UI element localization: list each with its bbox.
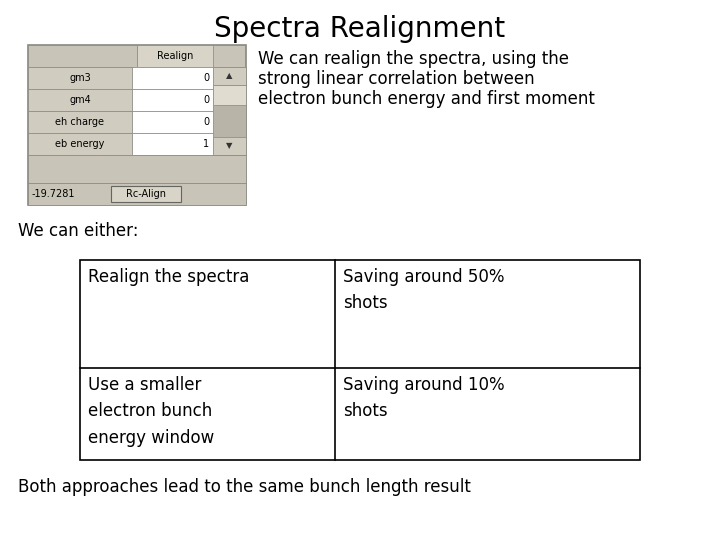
Text: gm3: gm3 — [69, 73, 91, 83]
FancyBboxPatch shape — [132, 133, 213, 155]
Text: We can realign the spectra, using the: We can realign the spectra, using the — [258, 50, 569, 68]
FancyBboxPatch shape — [28, 89, 132, 111]
Text: -19.7281: -19.7281 — [32, 189, 76, 199]
FancyBboxPatch shape — [213, 67, 246, 85]
Text: ▼: ▼ — [226, 141, 233, 151]
Text: Saving around 10%
shots: Saving around 10% shots — [343, 376, 505, 421]
Text: Saving around 50%
shots: Saving around 50% shots — [343, 268, 504, 313]
FancyBboxPatch shape — [137, 45, 213, 67]
Text: Realign: Realign — [157, 51, 194, 61]
Text: 0: 0 — [203, 117, 210, 127]
Text: electron bunch energy and first moment: electron bunch energy and first moment — [258, 90, 595, 108]
Text: gm4: gm4 — [69, 95, 91, 105]
Text: 0: 0 — [203, 73, 210, 83]
FancyBboxPatch shape — [28, 133, 132, 155]
Text: 1: 1 — [203, 139, 210, 149]
FancyBboxPatch shape — [111, 186, 181, 202]
FancyBboxPatch shape — [28, 111, 132, 133]
Text: eb energy: eb energy — [55, 139, 104, 149]
FancyBboxPatch shape — [28, 155, 246, 183]
FancyBboxPatch shape — [132, 67, 213, 89]
FancyBboxPatch shape — [80, 260, 640, 460]
Text: Use a smaller
electron bunch
energy window: Use a smaller electron bunch energy wind… — [88, 376, 215, 447]
FancyBboxPatch shape — [132, 89, 213, 111]
FancyBboxPatch shape — [28, 45, 246, 205]
Text: Both approaches lead to the same bunch length result: Both approaches lead to the same bunch l… — [18, 478, 471, 496]
Text: Spectra Realignment: Spectra Realignment — [215, 15, 505, 43]
Text: strong linear correlation between: strong linear correlation between — [258, 70, 535, 88]
FancyBboxPatch shape — [213, 85, 246, 105]
Text: We can either:: We can either: — [18, 222, 138, 240]
FancyBboxPatch shape — [213, 137, 246, 155]
Text: 0: 0 — [203, 95, 210, 105]
Text: Rc-Align: Rc-Align — [126, 189, 166, 199]
Text: ▲: ▲ — [226, 71, 233, 80]
FancyBboxPatch shape — [132, 111, 213, 133]
Text: eh charge: eh charge — [55, 117, 104, 127]
Text: Realign the spectra: Realign the spectra — [88, 268, 249, 286]
FancyBboxPatch shape — [28, 67, 132, 89]
FancyBboxPatch shape — [28, 183, 246, 205]
FancyBboxPatch shape — [28, 45, 137, 67]
FancyBboxPatch shape — [213, 67, 246, 155]
